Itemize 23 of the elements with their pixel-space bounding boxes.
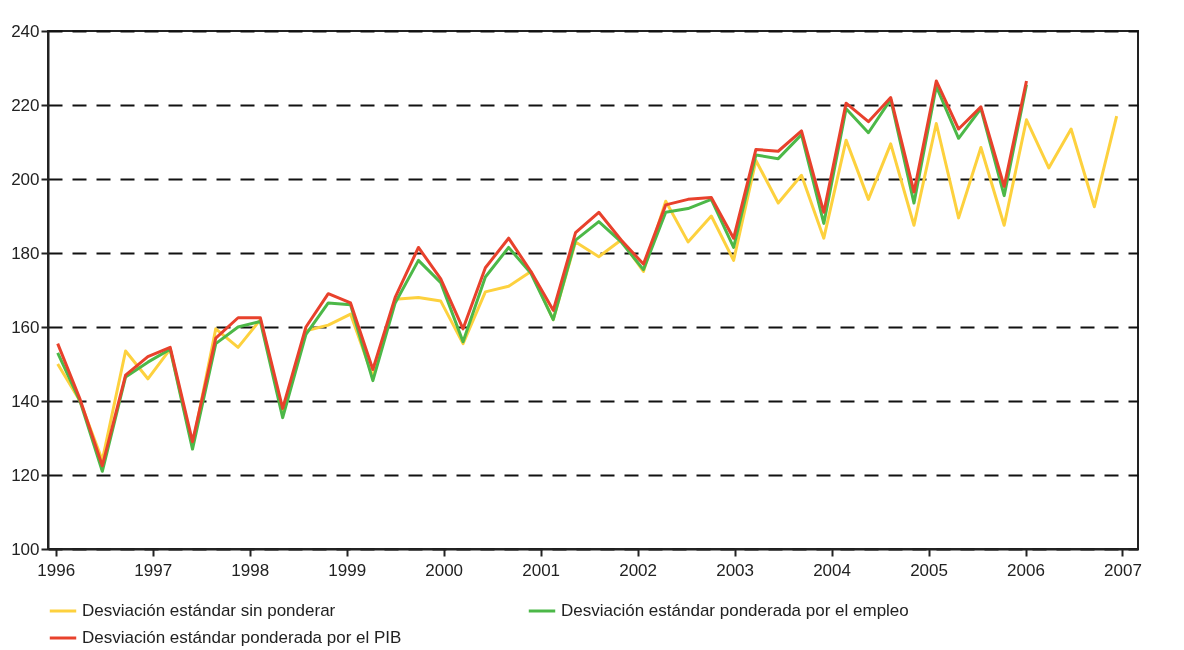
x-tick-label: 2007 [1104,560,1142,580]
x-tick-label: 1997 [134,560,173,580]
x-tick-label: 1996 [37,560,76,580]
y-tick-label: 240 [11,21,40,41]
x-tick-label: 2004 [813,560,851,580]
legend-label: Desviación estándar sin ponderar [82,601,336,620]
y-tick-label: 160 [11,317,40,337]
y-tick-label: 180 [11,243,40,263]
x-tick-label: 1998 [231,560,270,580]
x-tick-label: 2002 [619,560,658,580]
x-tick-label: 2003 [716,560,754,580]
x-tick-label: 1999 [328,560,367,580]
x-tick-label: 2005 [910,560,948,580]
legend-label: Desviación estándar ponderada por el PIB [82,628,402,647]
y-tick-label: 200 [11,169,40,189]
y-tick-label: 100 [11,539,40,559]
y-tick-label: 120 [11,465,40,485]
x-tick-label: 2001 [522,560,561,580]
y-tick-label: 220 [11,95,40,115]
legend-label: Desviación estándar ponderada por el empleo [561,601,909,620]
x-tick-label: 2006 [1007,560,1045,580]
x-tick-label: 2000 [425,560,464,580]
y-tick-label: 140 [11,391,40,411]
